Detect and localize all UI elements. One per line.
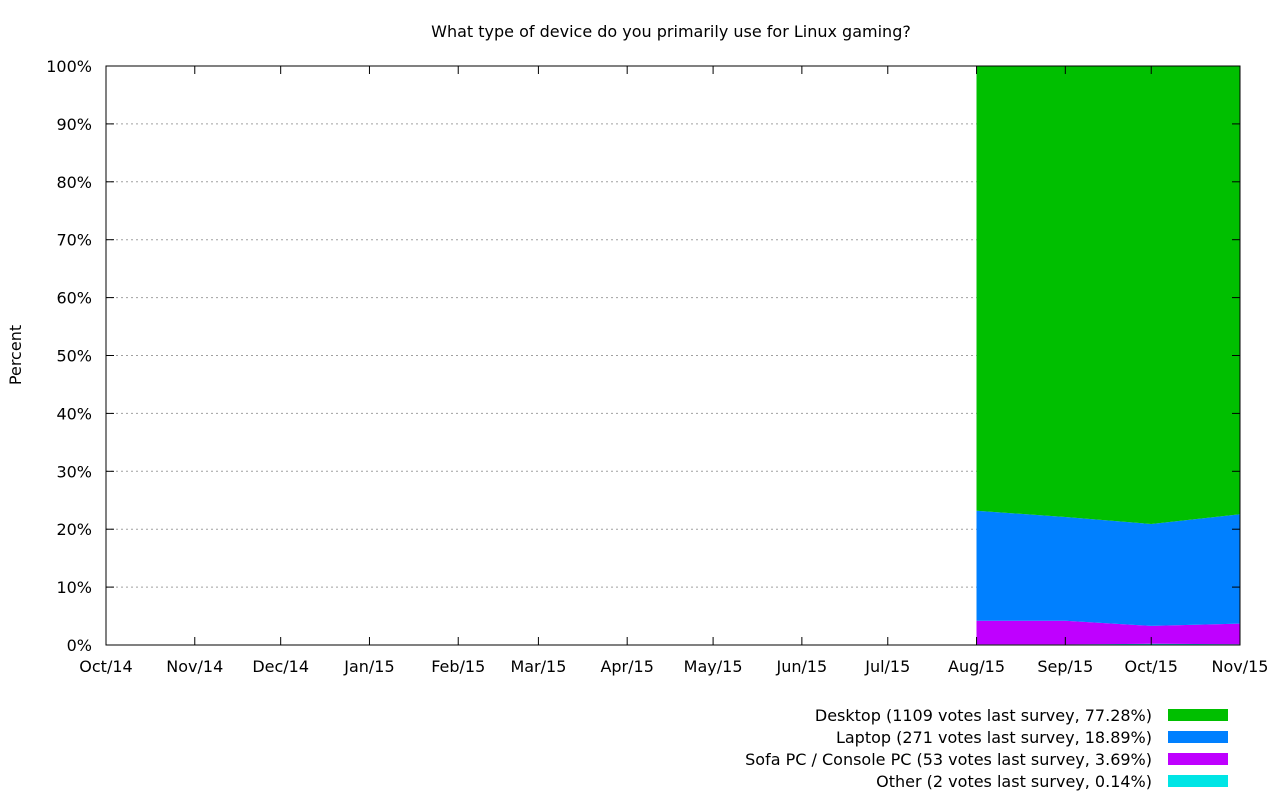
legend-label: Desktop (1109 votes last survey, 77.28%): [814, 705, 1152, 725]
legend-item: Laptop (271 votes last survey, 18.89%): [836, 726, 1228, 748]
x-tick-label: Jan/15: [343, 657, 394, 676]
y-tick-label: 10%: [56, 578, 92, 597]
x-tick-label: Jun/15: [775, 657, 827, 676]
legend-item: Sofa PC / Console PC (53 votes last surv…: [745, 748, 1228, 770]
y-axis-label: Percent: [6, 325, 25, 385]
legend-swatch: [1168, 753, 1228, 765]
x-tick-label: Nov/14: [166, 657, 223, 676]
chart-title: What type of device do you primarily use…: [431, 22, 911, 41]
legend-swatch: [1168, 775, 1228, 787]
area-series-sofa: [976, 620, 1240, 645]
x-tick-label: Apr/15: [600, 657, 653, 676]
legend-item: Other (2 votes last survey, 0.14%): [876, 770, 1228, 792]
area-series-desktop: [976, 66, 1240, 524]
x-tick-label: Feb/15: [431, 657, 485, 676]
x-tick-label: Aug/15: [948, 657, 1005, 676]
legend-label: Other (2 votes last survey, 0.14%): [876, 771, 1152, 791]
legend-label: Laptop (271 votes last survey, 18.89%): [835, 727, 1152, 747]
y-tick-label: 90%: [56, 115, 92, 134]
area-series-laptop: [976, 510, 1240, 626]
x-tick-label: Oct/15: [1125, 657, 1178, 676]
x-tick-label: Nov/15: [1212, 657, 1269, 676]
legend-item: Desktop (1109 votes last survey, 77.28%): [815, 704, 1228, 726]
y-tick-label: 0%: [67, 636, 92, 655]
legend-swatch: [1168, 709, 1228, 721]
legend-swatch: [1168, 731, 1228, 743]
y-tick-label: 70%: [56, 231, 92, 250]
y-tick-label: 50%: [56, 347, 92, 366]
y-tick-label: 100%: [46, 57, 92, 76]
x-tick-label: May/15: [684, 657, 743, 676]
y-tick-label: 80%: [56, 173, 92, 192]
x-tick-label: Oct/14: [79, 657, 132, 676]
x-tick-label: Dec/14: [252, 657, 309, 676]
x-tick-label: Sep/15: [1037, 657, 1093, 676]
stacked-area-chart: 0% 10% 20% 30% 40% 50% 60% 70% 80% 90% 100% Oct/14 N…: [6, 57, 1269, 676]
y-tick-label: 30%: [56, 462, 92, 481]
x-tick-label: Jul/15: [864, 657, 910, 676]
y-tick-label: 60%: [56, 289, 92, 308]
y-tick-label: 40%: [56, 404, 92, 423]
legend-label: Sofa PC / Console PC (53 votes last surv…: [745, 749, 1152, 769]
x-tick-label: Mar/15: [510, 657, 566, 676]
y-tick-label: 20%: [56, 520, 92, 539]
